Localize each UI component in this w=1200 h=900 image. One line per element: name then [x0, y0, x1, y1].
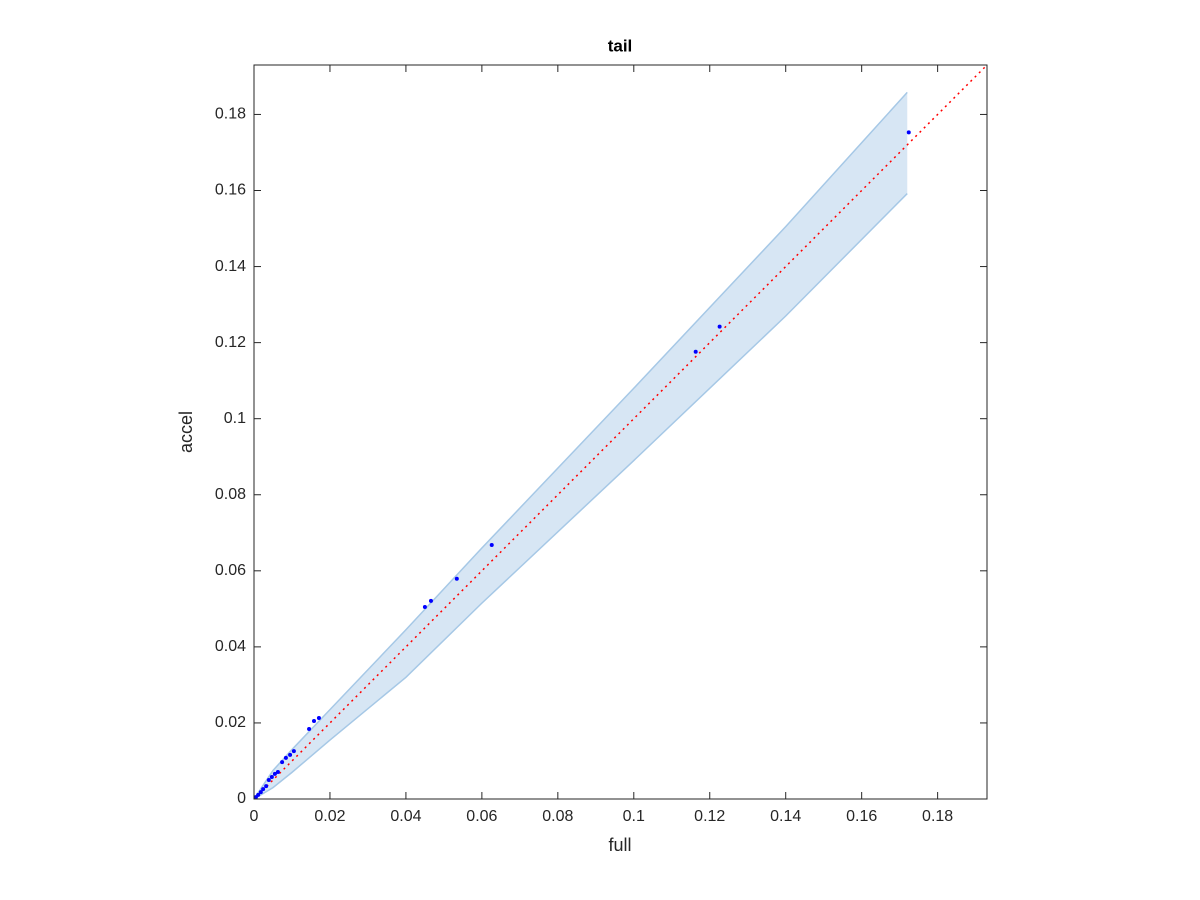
- x-tick-label: 0.16: [846, 808, 877, 825]
- data-point: [253, 795, 258, 800]
- band-edge: [253, 193, 908, 800]
- data-point: [717, 324, 722, 329]
- data-point: [454, 576, 459, 581]
- data-point: [280, 760, 285, 765]
- data-point: [693, 349, 698, 354]
- x-tick-label: 0: [250, 808, 259, 825]
- x-tick-label: 0.12: [694, 808, 725, 825]
- data-point: [275, 769, 280, 774]
- x-tick-label: 0.02: [314, 808, 345, 825]
- x-tick-label: 0.06: [466, 808, 497, 825]
- data-point: [264, 784, 269, 789]
- y-tick-label: 0.04: [215, 638, 246, 655]
- data-point: [422, 604, 427, 609]
- data-point: [316, 715, 321, 720]
- x-tick-label: 0.08: [542, 808, 573, 825]
- axes-box: [253, 64, 988, 800]
- chart-title: tail: [608, 36, 633, 55]
- data-point: [269, 774, 274, 779]
- data-point: [261, 787, 266, 792]
- data-point: [291, 749, 296, 754]
- x-tick-label: 0.04: [390, 808, 421, 825]
- y-axis-label: accel: [176, 411, 196, 453]
- data-point: [489, 542, 494, 547]
- data-point: [283, 755, 288, 760]
- y-tick-label: 0.12: [215, 334, 246, 351]
- confidence-band: [254, 92, 908, 799]
- y-tick-label: 0.18: [215, 106, 246, 123]
- data-point: [906, 130, 911, 135]
- y-tick-label: 0.14: [215, 258, 246, 275]
- data-point: [428, 598, 433, 603]
- reference-line: [253, 64, 988, 800]
- data-point: [258, 790, 263, 795]
- data-point: [312, 719, 317, 724]
- y-tick-label: 0.1: [224, 410, 246, 427]
- x-axis-label: full: [608, 835, 631, 855]
- data-point: [288, 752, 293, 757]
- band-edge: [253, 91, 908, 800]
- y-tick-label: 0.08: [215, 486, 246, 503]
- x-tick-label: 0.14: [770, 808, 801, 825]
- data-point: [307, 727, 312, 732]
- y-tick-label: 0.16: [215, 182, 246, 199]
- data-point: [272, 771, 277, 776]
- y-tick-label: 0.06: [215, 562, 246, 579]
- y-tick-label: 0.02: [215, 714, 246, 731]
- x-tick-label: 0.1: [623, 808, 645, 825]
- y-tick-label: 0: [237, 790, 246, 807]
- data-point: [266, 777, 271, 782]
- x-tick-label: 0.18: [922, 808, 953, 825]
